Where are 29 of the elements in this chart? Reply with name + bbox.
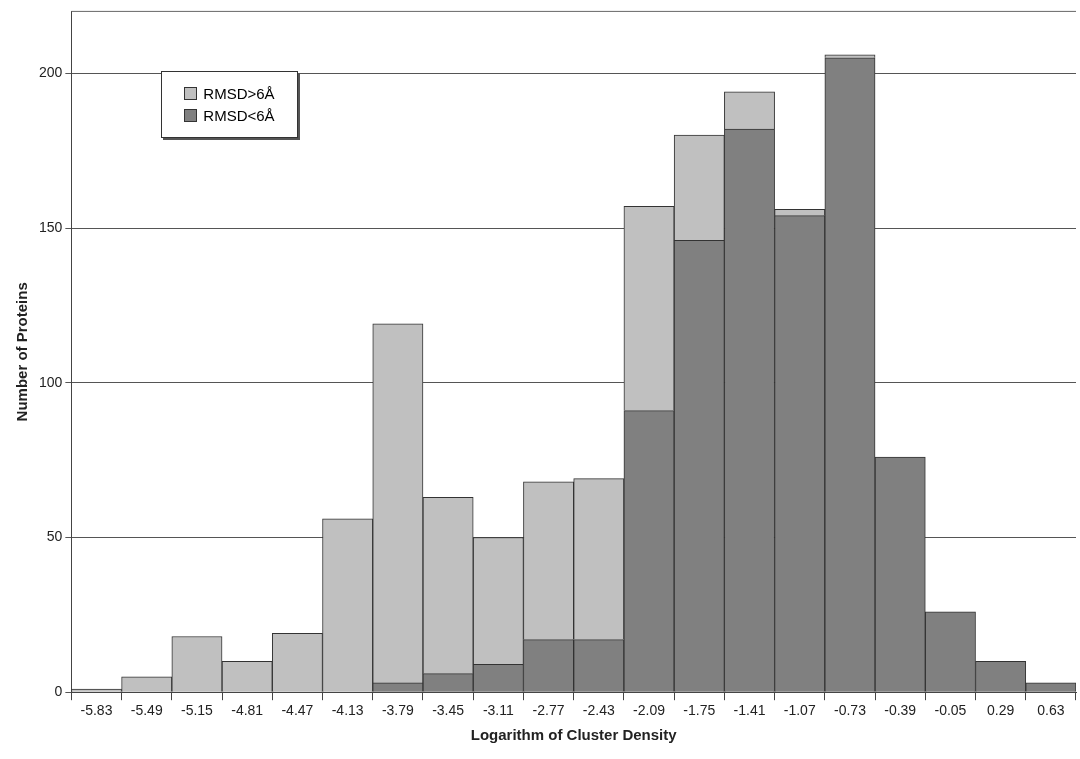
x-axis-title: Logarithm of Cluster Density (470, 726, 678, 744)
x-tick-label: 0.29 (987, 702, 1015, 719)
x-tick-label: -4.81 (231, 702, 264, 719)
x-tick-label: -2.09 (633, 702, 666, 719)
y-axis-title: Number of Proteins (13, 282, 31, 422)
x-tick-label: -4.13 (331, 702, 364, 719)
x-tick-label: -3.79 (381, 702, 415, 719)
legend-label: RMSD<6Å (203, 107, 275, 125)
x-tick-label: -1.07 (783, 702, 816, 719)
x-tick-label: -5.49 (130, 702, 163, 719)
x-tick-label: -0.05 (934, 702, 967, 719)
x-tick-label: -0.73 (833, 702, 867, 719)
x-tick-label: -2.77 (532, 702, 565, 719)
x-tick-label: -4.47 (281, 702, 314, 719)
x-tick-label: -5.15 (180, 702, 214, 719)
x-tick-label: -3.45 (432, 702, 465, 719)
y-tick-label: 0 (54, 683, 63, 700)
x-tick-label: -2.43 (582, 702, 615, 719)
x-tick-label: -0.39 (884, 702, 917, 719)
x-tick-label: -1.75 (683, 702, 716, 719)
y-tick-label: 50 (46, 528, 63, 545)
y-tick-label: 200 (39, 64, 63, 81)
legend-label: RMSD>6Å (203, 85, 275, 103)
y-tick-label: 100 (39, 373, 63, 390)
y-tick-label: 150 (39, 218, 63, 235)
x-tick-label: -5.83 (80, 702, 113, 719)
x-tick-label: -1.41 (733, 702, 766, 719)
x-tick-label: -3.11 (482, 702, 514, 719)
x-tick-label: 0.63 (1037, 702, 1065, 719)
